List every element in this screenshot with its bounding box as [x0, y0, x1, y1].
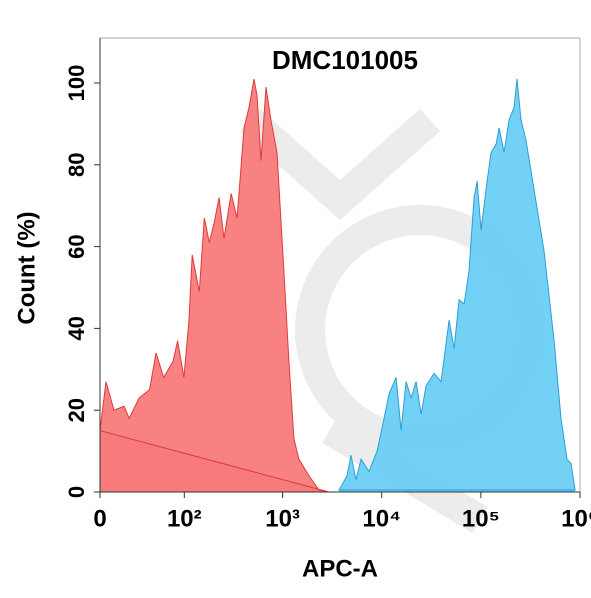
y-tick-label: 0 [64, 486, 89, 498]
x-tick-label: 0 [93, 505, 106, 532]
plot-area [99, 78, 576, 493]
x-tick-label: 10⁴ [362, 505, 401, 532]
x-tick-label: 10⁵ [462, 505, 500, 532]
watermark-shape [240, 108, 440, 221]
y-tick-label: 60 [64, 234, 89, 258]
x-tick-label: 10⁶ [561, 505, 591, 532]
y-tick-label: 100 [64, 65, 89, 102]
y-axis-label: Count (%) [13, 211, 40, 324]
chart-title: DMC101005 [272, 45, 418, 75]
histogram-area [99, 78, 330, 493]
y-tick-label: 20 [64, 398, 89, 422]
y-tick-label: 80 [64, 153, 89, 177]
x-tick-label: 10³ [265, 505, 300, 532]
y-tick-label: 40 [64, 316, 89, 340]
x-tick-label: 10² [167, 505, 202, 532]
histogram-area [338, 78, 576, 491]
x-axis-label: APC-A [302, 555, 378, 582]
